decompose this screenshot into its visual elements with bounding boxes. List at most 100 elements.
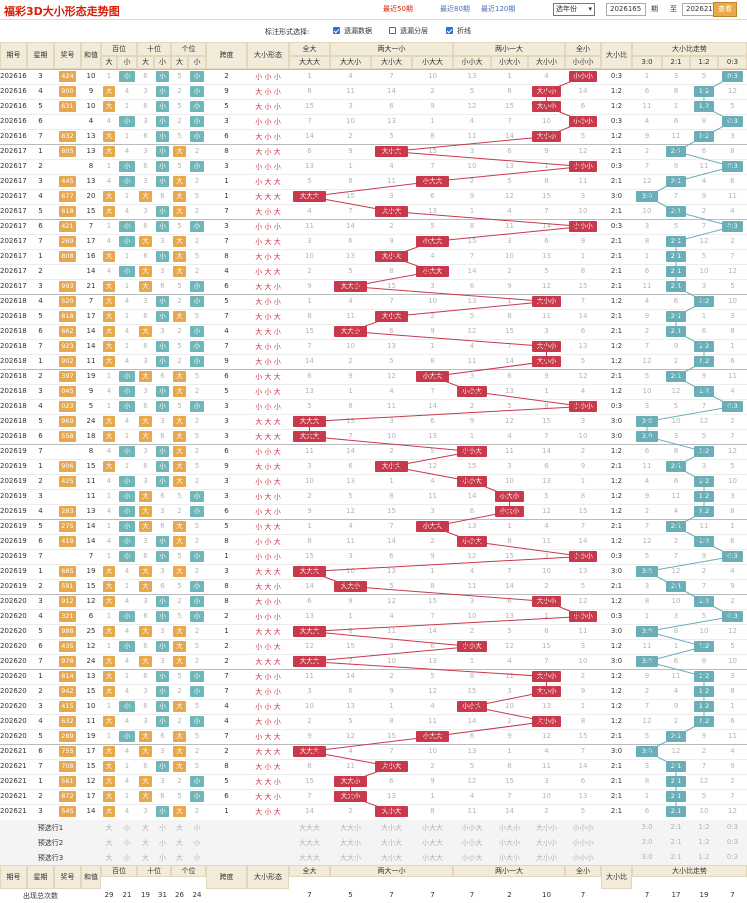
preselect-cell[interactable]: 大 bbox=[105, 854, 113, 862]
preselect-cell[interactable]: 0:3 bbox=[726, 823, 739, 831]
preselect-cell[interactable]: 大 bbox=[176, 839, 183, 847]
preselect-cell[interactable]: 0:3 bbox=[726, 853, 739, 861]
preselect-cell[interactable]: 小大小 bbox=[499, 839, 520, 847]
preselect-cell[interactable]: 小 bbox=[193, 854, 201, 862]
shape-form: 小 小 大 bbox=[255, 388, 281, 396]
shape-miss: 8 bbox=[307, 537, 312, 545]
preselect-cell[interactable]: 小 bbox=[123, 839, 131, 847]
preselect-cell[interactable]: 小 bbox=[159, 824, 166, 832]
digit-miss: 3 bbox=[160, 417, 165, 425]
digit-miss: 4 bbox=[106, 117, 112, 125]
draw-number: 685 bbox=[59, 566, 76, 577]
preselect-cell[interactable]: 3:0 bbox=[641, 823, 653, 831]
link-recent-120[interactable]: 最近120期 bbox=[481, 5, 516, 13]
preselect-cell[interactable]: 小大小 bbox=[499, 854, 520, 862]
span-value: 5 bbox=[224, 387, 229, 395]
preselect-cell[interactable]: 大小大 bbox=[381, 839, 402, 847]
preselect-cell[interactable]: 大小小 bbox=[536, 839, 557, 847]
preselect-cell[interactable]: 大 bbox=[105, 839, 113, 847]
preselect-cell[interactable]: 大 bbox=[142, 839, 149, 847]
preselect-cell[interactable]: 1:2 bbox=[698, 853, 710, 861]
preselect-cell[interactable]: 1:2 bbox=[698, 823, 710, 831]
link-recent-80[interactable]: 最近80期 bbox=[440, 5, 470, 13]
shape-miss: 13 bbox=[542, 702, 551, 710]
ratio-value: 1:2 bbox=[610, 702, 623, 710]
digit-marker: 小 bbox=[190, 86, 204, 97]
checkbox-missing-layer[interactable] bbox=[389, 27, 396, 34]
preselect-cell[interactable]: 大大小 bbox=[340, 824, 361, 832]
preselect-cell[interactable]: 2:1 bbox=[670, 823, 682, 831]
shape-form: 大 大 小 bbox=[255, 328, 281, 336]
preselect-cell[interactable]: 小 bbox=[159, 839, 166, 847]
preselect-cell[interactable]: 大大大 bbox=[299, 854, 320, 862]
digit-miss: 5 bbox=[177, 342, 182, 350]
ratio-marker: 1:2 bbox=[694, 296, 714, 307]
preselect-cell[interactable]: 大 bbox=[176, 824, 183, 832]
shape-miss: 9 bbox=[544, 372, 549, 380]
preselect-cell[interactable]: 小 bbox=[123, 824, 131, 832]
preselect-cell[interactable]: 3:0 bbox=[641, 853, 653, 861]
shape-miss: 5 bbox=[580, 807, 586, 815]
ratio-miss: 10 bbox=[728, 477, 737, 485]
preselect-cell[interactable]: 大大大 bbox=[299, 839, 320, 847]
preselect-cell[interactable]: 小大大 bbox=[422, 854, 443, 862]
preselect-cell[interactable]: 大大小 bbox=[340, 854, 361, 862]
shape-miss: 1 bbox=[307, 72, 312, 80]
stat-value: 31 bbox=[158, 891, 167, 899]
ratio-miss: 4 bbox=[701, 177, 707, 185]
shape-miss: 9 bbox=[348, 372, 353, 380]
preselect-cell[interactable]: 大小小 bbox=[536, 854, 557, 862]
ratio-miss: 8 bbox=[701, 117, 707, 125]
preselect-cell[interactable]: 小小大 bbox=[461, 824, 483, 832]
preselect-cell[interactable]: 大小大 bbox=[381, 824, 402, 832]
shape-miss: 2 bbox=[469, 402, 475, 410]
header-8: 大小形态 bbox=[247, 42, 289, 69]
preselect-cell[interactable]: 小 bbox=[123, 854, 131, 862]
draw-number: 805 bbox=[59, 146, 76, 157]
preselect-cell[interactable]: 小小小 bbox=[572, 824, 594, 832]
weekday: 2 bbox=[38, 792, 43, 800]
preselect-cell[interactable]: 小小小 bbox=[572, 839, 594, 847]
query-button[interactable]: 查看 bbox=[713, 2, 737, 17]
preselect-cell[interactable]: 0:3 bbox=[726, 838, 739, 846]
preselect-cell[interactable]: 3:0 bbox=[641, 838, 653, 846]
preselect-cell[interactable]: 大 bbox=[105, 824, 113, 832]
preselect-cell[interactable]: 小小大 bbox=[461, 839, 483, 847]
preselect-cell[interactable]: 小大小 bbox=[499, 824, 520, 832]
preselect-cell[interactable]: 1:2 bbox=[698, 838, 710, 846]
year-select[interactable]: 选年份 ▾ bbox=[553, 3, 595, 16]
checkbox-missing-data[interactable] bbox=[333, 27, 340, 34]
link-recent-50[interactable]: 最近50期 bbox=[383, 5, 413, 13]
from-period-input[interactable]: 2026165 bbox=[606, 3, 646, 16]
digit-marker: 大 bbox=[173, 701, 186, 712]
digit-marker: 大 bbox=[173, 446, 186, 457]
preselect-cell[interactable]: 2:1 bbox=[670, 853, 682, 861]
checkbox-polyline[interactable] bbox=[446, 27, 453, 34]
preselect-cell[interactable]: 大小小 bbox=[536, 824, 557, 832]
ratio-value: 0:3 bbox=[610, 222, 623, 230]
preselect-cell[interactable]: 小大大 bbox=[422, 824, 443, 832]
preselect-cell[interactable]: 小小大 bbox=[461, 854, 483, 862]
preselect-cell[interactable]: 小 bbox=[159, 854, 166, 862]
digit-miss: 2 bbox=[194, 537, 200, 545]
preselect-cell[interactable]: 2:1 bbox=[670, 838, 682, 846]
preselect-cell[interactable]: 大 bbox=[142, 854, 149, 862]
shape-form: 大 小 大 bbox=[255, 253, 281, 261]
preselect-cell[interactable]: 大大大 bbox=[299, 824, 320, 832]
preselect-cell[interactable]: 小 bbox=[193, 824, 201, 832]
weekday: 6 bbox=[38, 642, 43, 650]
digit-miss: 6 bbox=[143, 252, 148, 260]
shape-miss: 8 bbox=[580, 717, 586, 725]
preselect-cell[interactable]: 大小大 bbox=[381, 854, 402, 862]
preselect-cell[interactable]: 大 bbox=[142, 824, 149, 832]
preselect-cell[interactable]: 小 bbox=[193, 839, 201, 847]
digit-marker: 小 bbox=[119, 266, 135, 277]
preselect-cell[interactable]: 小大大 bbox=[422, 839, 443, 847]
preselect-cell[interactable]: 小小小 bbox=[572, 854, 594, 862]
preselect-cell[interactable]: 大大小 bbox=[340, 839, 361, 847]
digit-miss: 6 bbox=[160, 582, 165, 590]
stat-value: 24 bbox=[192, 891, 202, 899]
shape-miss: 12 bbox=[578, 597, 588, 605]
preselect-cell[interactable]: 大 bbox=[176, 854, 183, 862]
